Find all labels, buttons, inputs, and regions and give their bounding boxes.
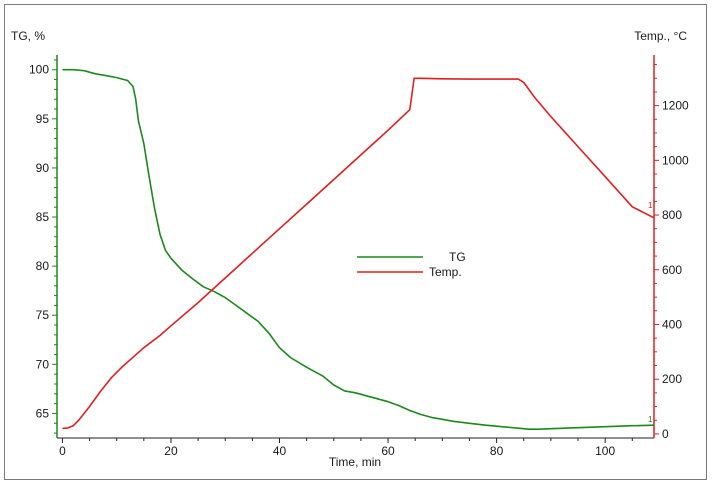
right-tick-label: 800 [662, 208, 682, 222]
left-tick-label: 85 [36, 210, 50, 224]
left-tick-label: 95 [36, 112, 50, 126]
x-tick-label: 100 [595, 444, 615, 458]
left-tick-label: 70 [36, 357, 50, 371]
tg-end-marker: 1 [648, 415, 653, 424]
x-tick-label: 40 [273, 444, 287, 458]
right-tick-label: 0 [662, 427, 669, 441]
left-axis-title: TG, % [11, 29, 45, 43]
x-tick-label: 0 [59, 444, 66, 458]
x-tick-label: 60 [381, 444, 395, 458]
left-tick-label: 65 [36, 406, 50, 420]
right-tick-label: 1200 [662, 99, 689, 113]
x-tick-label: 80 [490, 444, 504, 458]
plot-area: 11 [62, 68, 655, 431]
left-tick-label: 75 [36, 308, 50, 322]
right-axis-title: Temp., °C [634, 29, 687, 43]
left-tick-label: 100 [29, 63, 49, 77]
temp-series-line [62, 77, 655, 430]
chart-frame: TG, % Temp., °C Time, min 0 20 40 60 80 100 65… [4, 4, 707, 480]
legend-label-temp: Temp. [429, 265, 462, 279]
temp-end-marker: 1 [648, 201, 653, 210]
right-tick-label: 600 [662, 263, 682, 277]
x-axis-title: Time, min [329, 455, 381, 469]
right-tick-label: 200 [662, 372, 682, 386]
right-tick-label: 1000 [662, 153, 689, 167]
x-tick-label: 20 [164, 444, 178, 458]
dual-axis-line-chart: TG, % Temp., °C Time, min 0 20 40 60 80 100 65… [11, 29, 689, 469]
left-tick-label: 90 [36, 161, 50, 175]
left-tick-label: 80 [36, 259, 50, 273]
right-tick-label: 400 [662, 317, 682, 331]
legend-label-tg: TG [449, 250, 466, 264]
axes-group: 0 20 40 60 80 1006570758085909510002004006008… [29, 55, 689, 458]
tg-series-line [62, 68, 655, 431]
